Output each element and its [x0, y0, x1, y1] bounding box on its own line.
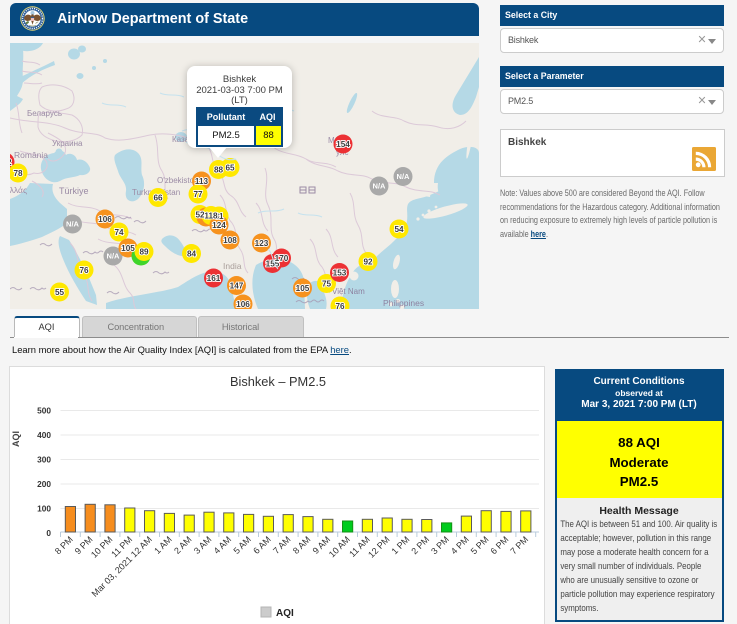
- svg-text:5 AM: 5 AM: [231, 534, 253, 556]
- svg-text:6 AM: 6 AM: [251, 534, 273, 556]
- svg-text:108: 108: [223, 236, 237, 245]
- svg-text:România: România: [14, 150, 48, 160]
- svg-text:74: 74: [114, 228, 124, 237]
- svg-text:2 AM: 2 AM: [172, 534, 194, 556]
- svg-text:2 PM: 2 PM: [409, 534, 431, 556]
- svg-text:66: 66: [153, 194, 163, 203]
- svg-text:154: 154: [336, 140, 350, 149]
- svg-text:55: 55: [55, 288, 65, 297]
- svg-text:100: 100: [37, 504, 51, 514]
- svg-text:81: 81: [214, 212, 224, 221]
- svg-text:4 PM: 4 PM: [449, 534, 471, 556]
- svg-text:7 AM: 7 AM: [271, 534, 293, 556]
- svg-text:Ελλάς: Ελλάς: [10, 185, 27, 195]
- svg-text:3 PM: 3 PM: [429, 534, 451, 556]
- svg-text:N/A: N/A: [107, 252, 121, 261]
- svg-text:Мо: Мо: [328, 136, 340, 145]
- svg-text:118: 118: [204, 212, 218, 221]
- svg-text:147: 147: [230, 282, 244, 291]
- svg-text:8 PM: 8 PM: [53, 534, 75, 556]
- svg-text:7 PM: 7 PM: [508, 534, 530, 556]
- svg-text:AQI: AQI: [11, 431, 21, 447]
- svg-text:105: 105: [296, 284, 310, 293]
- svg-text:10 AM: 10 AM: [327, 534, 352, 559]
- svg-text:106: 106: [236, 300, 250, 309]
- svg-text:77: 77: [193, 190, 203, 199]
- svg-text:112: 112: [10, 158, 12, 167]
- svg-text:6 PM: 6 PM: [488, 534, 510, 556]
- svg-text:5 PM: 5 PM: [469, 534, 491, 556]
- svg-text:N/A: N/A: [66, 220, 80, 229]
- svg-text:105: 105: [121, 244, 135, 253]
- svg-text:124: 124: [212, 221, 226, 230]
- svg-text:India: India: [223, 261, 242, 271]
- svg-text:Беларусь: Беларусь: [27, 109, 62, 118]
- svg-text:89: 89: [139, 248, 149, 257]
- svg-text:300: 300: [37, 455, 51, 465]
- svg-text:O'zbekiston: O'zbekiston: [157, 176, 199, 185]
- svg-text:200: 200: [37, 479, 51, 489]
- svg-text:Việt Nam: Việt Nam: [332, 287, 365, 296]
- svg-text:Казақст: Казақст: [172, 135, 201, 144]
- svg-text:170: 170: [275, 254, 289, 263]
- svg-text:4 AM: 4 AM: [212, 534, 234, 556]
- svg-text:Türkiye: Türkiye: [59, 186, 89, 196]
- svg-text:3 AM: 3 AM: [192, 534, 214, 556]
- svg-text:8 AM: 8 AM: [291, 534, 313, 556]
- svg-text:1 AM: 1 AM: [152, 534, 174, 556]
- svg-text:84: 84: [187, 250, 197, 259]
- svg-text:Украина: Украина: [52, 139, 83, 148]
- svg-text:54: 54: [394, 225, 404, 234]
- svg-text:113: 113: [195, 177, 209, 186]
- svg-text:400: 400: [37, 430, 51, 440]
- svg-text:10 PM: 10 PM: [89, 534, 114, 559]
- svg-text:500: 500: [37, 406, 51, 416]
- svg-text:75: 75: [322, 280, 332, 289]
- svg-text:78: 78: [13, 169, 23, 178]
- svg-text:123: 123: [255, 239, 269, 248]
- svg-text:76: 76: [79, 266, 89, 275]
- svg-text:12 PM: 12 PM: [366, 534, 391, 559]
- svg-text:155: 155: [266, 260, 280, 269]
- svg-text:106: 106: [98, 215, 112, 224]
- svg-text:1 PM: 1 PM: [389, 534, 411, 556]
- svg-text:153: 153: [333, 269, 347, 278]
- svg-text:N/A: N/A: [373, 182, 387, 191]
- svg-text:65: 65: [225, 164, 235, 173]
- svg-text:0: 0: [46, 528, 51, 538]
- svg-text:52: 52: [195, 211, 205, 220]
- svg-text:92: 92: [363, 258, 373, 267]
- svg-text:76: 76: [335, 302, 345, 309]
- svg-text:88: 88: [214, 166, 224, 175]
- svg-text:Philippines: Philippines: [383, 298, 424, 308]
- svg-text:AQI: AQI: [276, 608, 294, 619]
- svg-text:N/A: N/A: [397, 172, 411, 181]
- svg-text:161: 161: [207, 274, 221, 283]
